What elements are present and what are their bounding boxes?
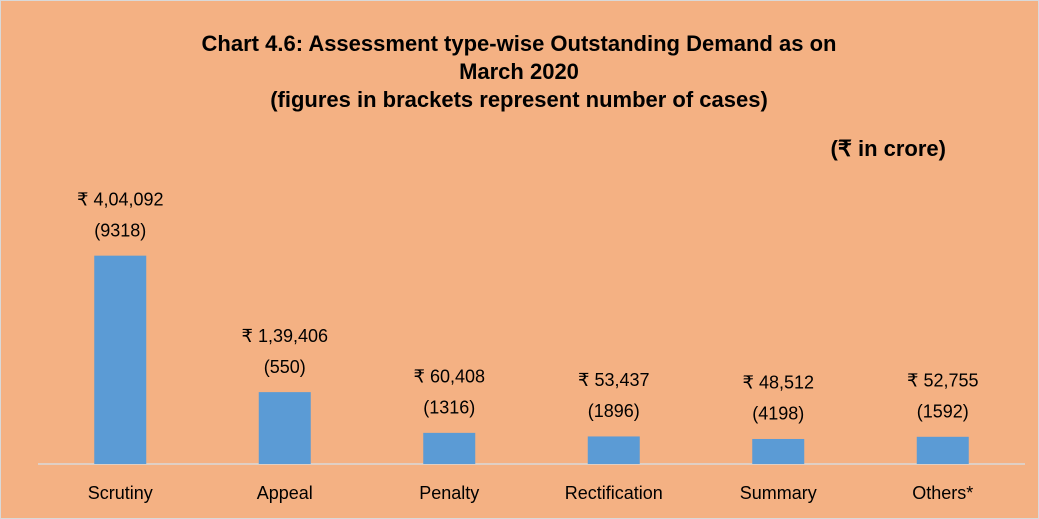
bar: [94, 255, 147, 464]
bar: [752, 438, 805, 464]
bar: [423, 432, 476, 464]
chart-subtitle: (figures in brackets represent number of…: [270, 87, 768, 112]
value-label: ₹ 53,437: [578, 370, 650, 390]
bar: [258, 392, 311, 464]
x-tick-label: Summary: [740, 483, 817, 503]
x-tick-label: Scrutiny: [88, 483, 153, 503]
unit-note: (₹ in crore): [831, 136, 946, 161]
bar: [587, 436, 640, 464]
case-label: (1316): [423, 398, 475, 418]
case-label: (1592): [917, 402, 969, 422]
value-label: ₹ 4,04,092: [77, 189, 164, 209]
case-label: (4198): [752, 404, 804, 424]
chart-title-line: March 2020: [459, 59, 579, 84]
value-label: ₹ 48,512: [742, 373, 814, 393]
case-label: (9318): [94, 220, 146, 240]
x-tick-label: Others*: [912, 483, 973, 503]
value-label: ₹ 60,408: [413, 367, 485, 387]
case-label: (550): [264, 357, 306, 377]
x-tick-label: Appeal: [257, 483, 313, 503]
x-tick-label: Rectification: [565, 483, 663, 503]
chart-title: Chart 4.6: Assessment type-wise Outstand…: [202, 31, 837, 56]
value-label: ₹ 52,755: [907, 371, 979, 391]
case-label: (1896): [588, 401, 640, 421]
value-label: ₹ 1,39,406: [241, 326, 328, 346]
x-tick-label: Penalty: [419, 483, 479, 503]
bar: [916, 436, 969, 464]
